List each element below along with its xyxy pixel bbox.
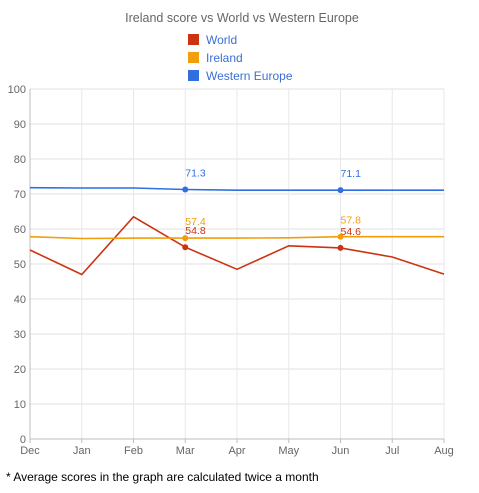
series-ireland: 57.4 57.8: [29, 215, 444, 242]
y-tick-label: 30: [14, 329, 26, 341]
x-tick-label: Jan: [73, 445, 91, 457]
y-tick-label: 0: [20, 434, 26, 446]
series-world: 54.8 54.6: [29, 215, 445, 276]
y-tick-label: 10: [14, 399, 26, 411]
marker-western-europe: [182, 186, 189, 193]
legend-label-ireland: Ireland: [206, 51, 243, 65]
x-tick-label: Mar: [176, 445, 195, 457]
x-tick-label: May: [278, 445, 299, 457]
y-tick-label: 90: [14, 119, 26, 131]
legend-label-western-europe: Western Europe: [206, 69, 293, 83]
footnote: * Average scores in the graph are calcul…: [6, 470, 319, 484]
y-tick-label: 50: [14, 259, 26, 271]
marker-ireland: [182, 235, 189, 242]
data-label-world: 54.8: [185, 225, 206, 237]
y-tick-label: 70: [14, 189, 26, 201]
x-tick-label: Dec: [20, 445, 40, 457]
data-label-ireland: 57.4: [185, 216, 206, 228]
legend-swatch-western-europe: [188, 70, 199, 81]
series-line-world: [29, 215, 445, 276]
x-tick-label: Aug: [434, 445, 454, 457]
x-tick-label: Jul: [385, 445, 399, 457]
legend: World Ireland Western Europe: [188, 33, 293, 83]
marker-ireland: [337, 233, 344, 240]
legend-swatch-ireland: [188, 52, 199, 63]
data-label-western-europe: 71.3: [185, 167, 206, 179]
x-tick-label: Jun: [332, 445, 350, 457]
x-tick-label: Apr: [228, 445, 245, 457]
data-label-ireland: 57.8: [341, 215, 362, 227]
y-tick-label: 100: [8, 84, 26, 96]
data-label-western-europe: 71.1: [341, 168, 362, 180]
y-tick-label: 40: [14, 294, 26, 306]
series-layer: 54.8 54.6 57.4 57.8 71.3 71.1: [29, 167, 445, 276]
axes: Dec Jan Feb Mar Apr May Jun Jul Aug: [20, 89, 454, 457]
y-tick-label: 80: [14, 154, 26, 166]
marker-world: [337, 244, 344, 251]
marker-western-europe: [337, 187, 344, 194]
chart-title: Ireland score vs World vs Western Europe: [125, 11, 359, 25]
data-label-world: 54.6: [341, 226, 362, 238]
series-line-western-europe: [29, 186, 444, 191]
series-line-ireland: [29, 235, 444, 240]
legend-label-world: World: [206, 33, 237, 47]
y-tick-label: 20: [14, 364, 26, 376]
series-western-europe: 71.3 71.1: [29, 167, 444, 194]
y-tick-label: 60: [14, 224, 26, 236]
x-tick-label: Feb: [124, 445, 143, 457]
legend-swatch-world: [188, 34, 199, 45]
marker-world: [182, 244, 189, 251]
